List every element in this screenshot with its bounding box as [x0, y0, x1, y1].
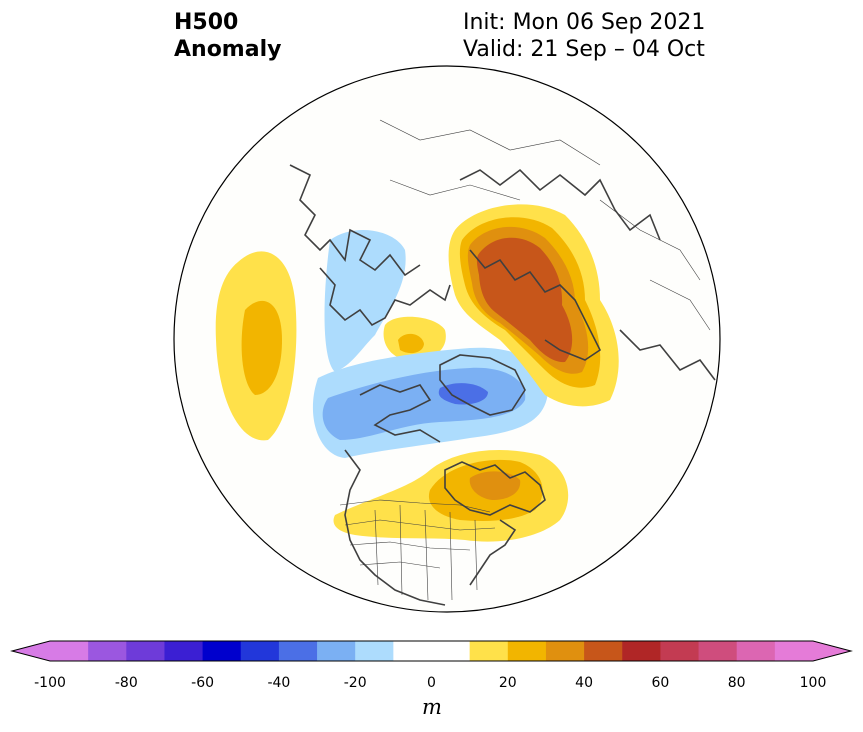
colorbar-cells	[50, 641, 814, 661]
anomaly-negative-greenland-inner	[438, 383, 488, 405]
coast-scandinavia	[469, 249, 602, 361]
colorbar-unit-label: m	[422, 695, 442, 719]
colorbar	[10, 640, 853, 662]
colorbar-under-arrow	[12, 641, 50, 661]
valid-range: Valid: 21 Sep – 04 Oct	[463, 37, 705, 62]
anomaly-positive-eurasia-inner	[476, 237, 573, 363]
coast-hudson-bay	[444, 461, 546, 516]
anomaly-positive-arctic-inner	[398, 333, 424, 354]
coast-canada-arctic	[359, 384, 441, 443]
anomaly-positive-pacific-inner	[241, 300, 282, 395]
colorbar-outline	[10, 640, 853, 662]
colorbar-cell	[431, 641, 471, 661]
borders-asia	[379, 119, 711, 331]
colorbar-cell	[393, 641, 432, 661]
political-borders	[339, 119, 711, 601]
coast-europe-north	[459, 168, 661, 241]
init-date: Init: Mon 06 Sep 2021	[463, 10, 706, 35]
colorbar-over-arrow	[813, 641, 851, 661]
colorbar-cell	[317, 641, 356, 661]
colorbar-cell	[88, 641, 127, 661]
colorbar-cell	[202, 641, 242, 661]
colorbar-cell	[622, 641, 661, 661]
colorbar-cell	[774, 641, 814, 661]
colorbar-tick-label: 80	[727, 675, 746, 691]
anomaly-negative-alaska-outer	[324, 229, 406, 372]
colorbar-cell	[736, 641, 776, 661]
colorbar-tick-label: -20	[343, 675, 367, 691]
coast-eurasia-west	[289, 164, 421, 277]
colorbar-cell	[240, 641, 280, 661]
coast-alaska-siberia	[319, 267, 451, 327]
polar-anomaly-map	[173, 65, 721, 613]
plot-title: H500 Anomaly	[174, 9, 281, 63]
anomaly-contours	[215, 204, 619, 542]
colorbar-cell	[50, 641, 89, 661]
colorbar-cell	[698, 641, 738, 661]
colorbar-tick-label: -100	[34, 675, 66, 691]
colorbar-cell	[164, 641, 204, 661]
colorbar-tick-label: -40	[267, 675, 291, 691]
title-line-1: H500	[174, 10, 239, 35]
colorbar-tick-label: 100	[799, 675, 827, 691]
colorbar-cell	[355, 641, 394, 661]
colorbar-tick-label: -60	[191, 675, 215, 691]
border-canada-usa	[339, 499, 491, 513]
colorbar-tick-label: 20	[498, 675, 517, 691]
colorbar-tick-label: -80	[114, 675, 138, 691]
colorbar-cell	[660, 641, 700, 661]
borders-usa-states	[344, 504, 496, 601]
colorbar-cell	[126, 641, 165, 661]
map-background	[174, 66, 720, 612]
colorbar-cell	[545, 641, 585, 661]
coast-namerica-east	[469, 519, 517, 586]
anomaly-positive-namerica-inner	[469, 471, 521, 500]
title-line-2: Anomaly	[174, 37, 282, 62]
coast-greenland	[439, 354, 526, 416]
colorbar-cell	[584, 641, 623, 661]
colorbar-tick-label: 40	[575, 675, 594, 691]
coastlines	[289, 164, 716, 606]
colorbar-tick-label: 0	[427, 675, 436, 691]
coast-namerica	[344, 449, 446, 606]
colorbar-cell	[507, 641, 547, 661]
map-boundary	[173, 65, 721, 613]
colorbar-cell	[469, 641, 509, 661]
colorbar-cell	[278, 641, 318, 661]
plot-dates: Init: Mon 06 Sep 2021 Valid: 21 Sep – 04…	[463, 9, 705, 63]
coast-africa-mideast	[619, 329, 716, 381]
colorbar-tick-label: 60	[651, 675, 670, 691]
